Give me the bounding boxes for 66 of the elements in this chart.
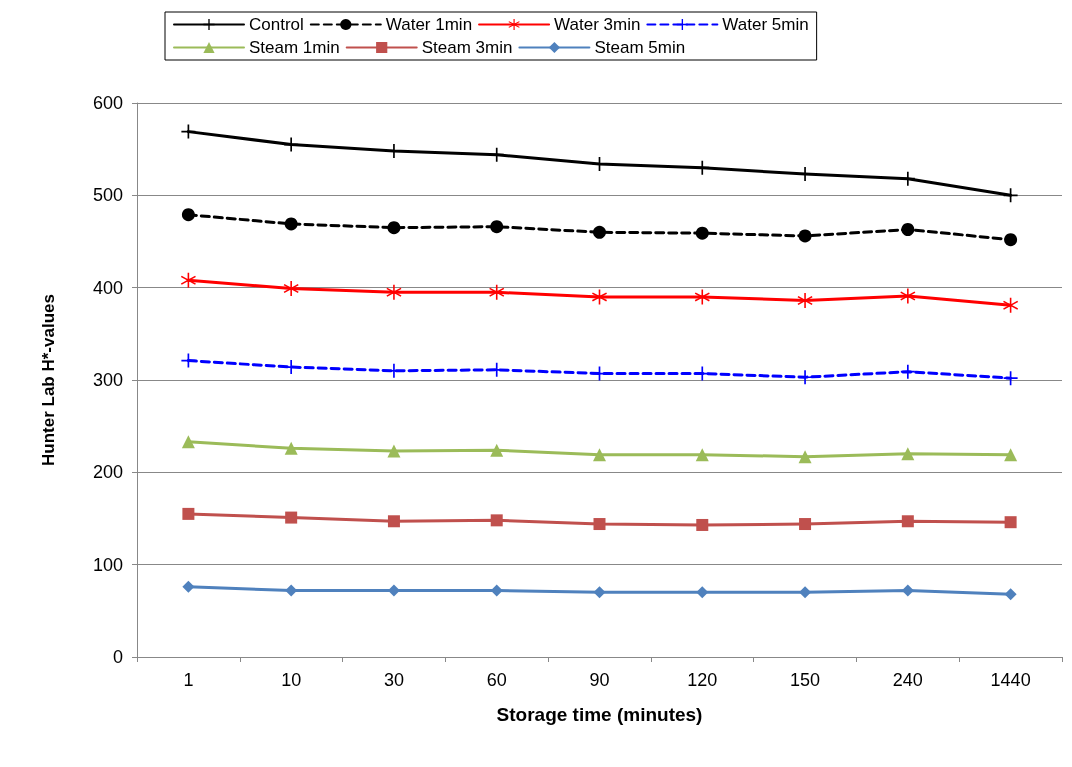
legend-label: Steam 3min <box>421 38 513 57</box>
point <box>797 293 813 309</box>
point <box>1004 588 1017 601</box>
y-tick-label: 100 <box>92 554 123 575</box>
legend-label: Water 1min <box>385 15 473 34</box>
point <box>695 448 709 462</box>
legend-label: Steam 5min <box>594 38 686 57</box>
point <box>1004 233 1018 247</box>
point <box>284 137 299 152</box>
point <box>901 447 915 461</box>
x-tick-label: 10 <box>281 670 302 690</box>
point <box>696 586 709 599</box>
point <box>799 518 812 531</box>
x-tick-label: 1440 <box>990 670 1031 690</box>
point <box>182 580 195 593</box>
point <box>386 284 402 300</box>
point <box>1004 516 1017 529</box>
legend-label: Water 5min <box>722 15 809 34</box>
x-tick-label: 240 <box>892 670 923 690</box>
point <box>901 223 915 236</box>
point <box>387 444 401 458</box>
point <box>593 448 606 462</box>
point <box>593 518 606 531</box>
x-tick-label: 60 <box>486 670 507 690</box>
point <box>181 208 195 222</box>
point <box>1003 371 1018 386</box>
point <box>490 443 504 457</box>
x-tick-label: 1 <box>183 670 194 690</box>
x-axis-title: Storage time (minutes) <box>496 704 703 725</box>
point <box>593 586 606 599</box>
point <box>490 220 504 234</box>
legend-label: Water 3min <box>554 15 641 34</box>
y-axis-title: Hunter Lab H*-values <box>39 294 58 466</box>
point <box>181 435 195 449</box>
y-tick-label: 500 <box>92 185 123 206</box>
point <box>694 289 710 305</box>
point <box>283 281 299 297</box>
y-tick-label: 300 <box>92 370 123 390</box>
y-tick-label: 0 <box>112 647 123 667</box>
point <box>798 229 812 243</box>
x-tick-label: 150 <box>790 670 821 690</box>
point <box>798 450 812 464</box>
point <box>900 364 915 379</box>
y-tick-label: 200 <box>92 462 123 483</box>
point <box>489 284 505 300</box>
x-tick-label: 30 <box>383 670 404 690</box>
point <box>182 507 195 520</box>
point <box>387 515 400 528</box>
point <box>901 515 914 528</box>
point <box>285 511 298 524</box>
legend-label: Control <box>249 15 304 34</box>
point <box>593 225 606 239</box>
point <box>696 518 709 531</box>
point <box>490 514 503 527</box>
point <box>900 288 916 304</box>
y-tick-label: 600 <box>92 93 123 113</box>
point <box>695 226 709 240</box>
point <box>1004 448 1018 462</box>
point <box>1003 188 1018 203</box>
x-tick-label: 120 <box>687 670 718 690</box>
point <box>284 441 298 455</box>
x-tick-label: 90 <box>589 670 610 690</box>
point <box>284 217 298 231</box>
y-tick-label: 400 <box>92 277 123 298</box>
point <box>387 221 401 235</box>
legend-label: Steam 1min <box>249 38 340 57</box>
